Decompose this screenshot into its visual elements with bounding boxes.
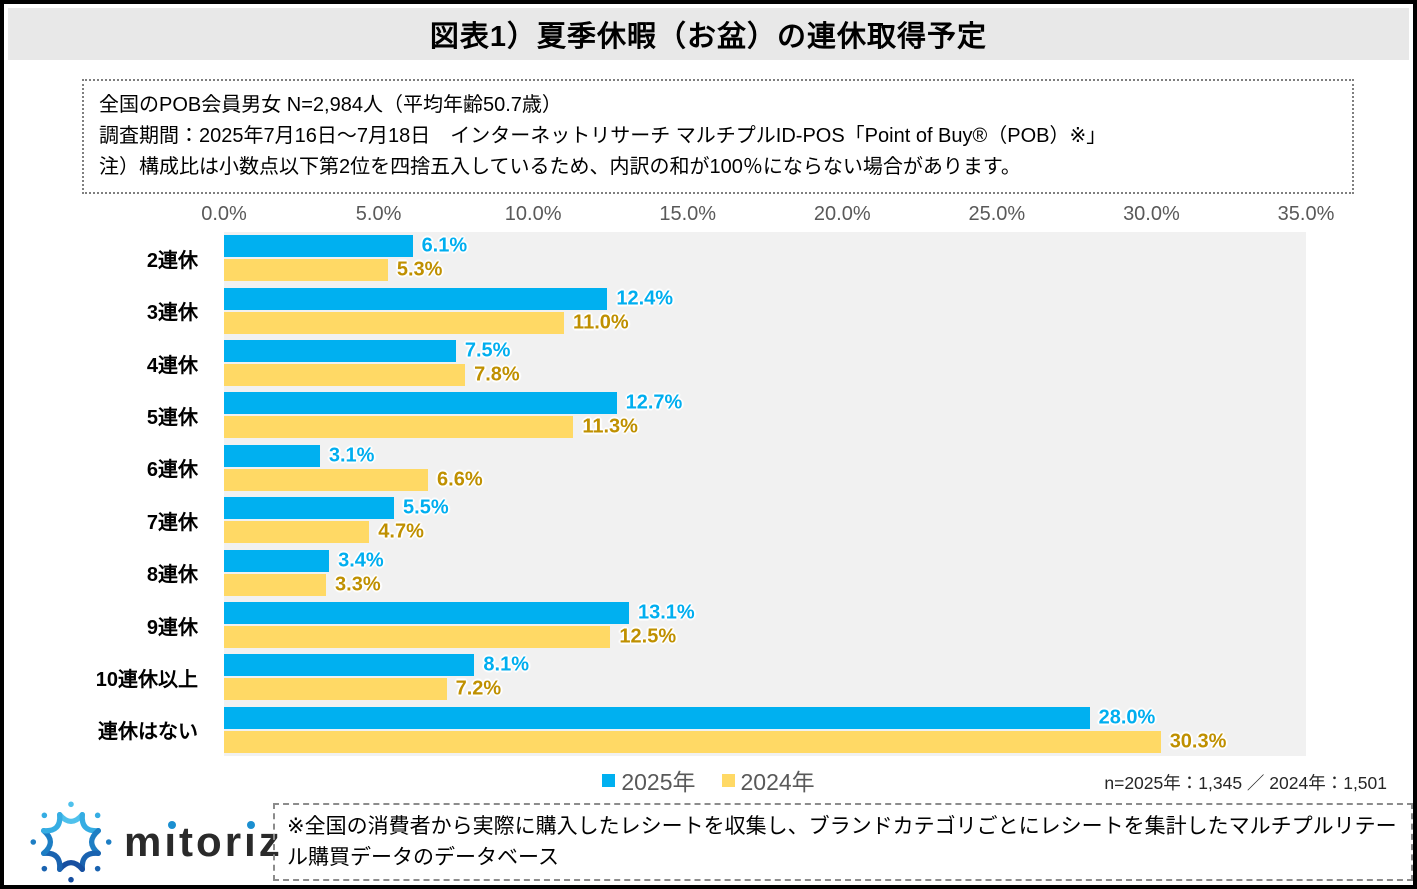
value-label: 11.3%	[582, 415, 638, 438]
bar-2025年: 5.5%	[224, 497, 449, 520]
x-tick-label: 20.0%	[813, 203, 871, 225]
category-label: 7連休	[146, 511, 198, 534]
brand-logo: mı torı z	[30, 801, 283, 883]
bar-2025年: 8.1%	[224, 654, 529, 677]
bar-2024年: 11.0%	[224, 311, 629, 334]
bar-2024年: 4.7%	[224, 521, 424, 544]
x-tick-label: 30.0%	[1123, 203, 1180, 225]
value-label: 7.8%	[474, 363, 520, 386]
x-tick-label: 0.0%	[201, 203, 247, 225]
footer-note-text: ※全国の消費者から実際に購入したレシートを収集し、ブランドカテゴリごとにレシート…	[287, 815, 1397, 869]
x-tick-label: 35.0%	[1277, 203, 1335, 225]
bar-2024年: 6.6%	[224, 468, 483, 491]
legend-item: 2024年	[721, 763, 815, 797]
bar-group: 12.7% 11.3%	[224, 389, 1306, 441]
legend: 2025年 2024年	[4, 764, 1413, 796]
bar-2024年: 12.5%	[224, 625, 676, 648]
bar-group: 28.0% 30.3%	[224, 704, 1306, 756]
logo-i-dot	[247, 821, 256, 829]
x-axis: 0.0% 5.0% 10.0% 15.0% 20.0% 25.0% 30.0% 35.0%	[201, 200, 1334, 226]
value-label: 5.3%	[396, 258, 443, 281]
bar-group: 3.1% 6.6%	[224, 442, 1306, 494]
category-label: 8連休	[146, 564, 198, 587]
bar-group: 7.5% 7.8%	[224, 337, 1306, 389]
value-label: 6.6%	[437, 468, 483, 491]
x-tick-label: 10.0%	[504, 203, 562, 225]
value-label: 12.5%	[619, 625, 677, 648]
x-tick-label: 5.0%	[355, 203, 402, 225]
bar-group: 12.4% 11.0%	[224, 284, 1306, 336]
bar-2025年: 12.7%	[224, 392, 682, 415]
bar-2025年: 28.0%	[224, 706, 1155, 729]
category-label: 6連休	[146, 459, 198, 482]
bar-2025年: 12.4%	[224, 287, 673, 310]
value-label: 11.0%	[573, 311, 629, 334]
legend-swatch-icon	[721, 773, 735, 787]
value-label: 12.7%	[625, 391, 683, 414]
category-label: 9連休	[146, 616, 198, 639]
bar-2024年: 5.3%	[224, 259, 442, 282]
value-label: 6.1%	[421, 234, 468, 257]
legend-label: 2025年	[621, 769, 696, 795]
page-title: 図表1）夏季休暇（お盆）の連休取得予定	[429, 21, 988, 53]
category-label: 2連休	[146, 249, 198, 272]
category-axis: 2連休 3連休 4連休 5連休 6連休 7連休 8連休 9連休 10連休以上 連休はない	[4, 232, 211, 756]
bar-2025年: 6.1%	[224, 235, 467, 258]
x-tick-label: 15.0%	[659, 203, 717, 225]
survey-note-line3: 注）構成比は小数点以下第2位を四捨五入しているため、内訳の和が100％にならない…	[99, 156, 1021, 178]
category-label: 5連休	[146, 406, 198, 429]
survey-note-line2: 調査期間：2025年7月16日～7月18日 インターネットリサーチ マルチプルI…	[99, 125, 1107, 147]
legend-swatch-icon	[602, 773, 616, 787]
bar-2025年: 7.5%	[224, 339, 510, 362]
logo-wordmark: mı torı z	[124, 818, 283, 865]
value-label: 28.0%	[1098, 706, 1156, 729]
bar-group: 8.1% 7.2%	[224, 651, 1306, 703]
value-label: 7.2%	[455, 677, 502, 700]
value-label: 13.1%	[637, 601, 695, 624]
bar-2024年: 3.3%	[224, 573, 381, 596]
plot-area: 6.1% 5.3% 12.4% 11.0% 7.5% 7.8% 12.7% 11.3% 3.1%…	[224, 232, 1306, 756]
survey-note-line1: 全国のPOB会員男女 N=2,984人（平均年齢50.7歳）	[99, 94, 562, 116]
bar-2024年: 7.2%	[224, 678, 501, 701]
bar-2025年: 3.4%	[224, 549, 384, 572]
sample-size-note: n=2025年：1,345 ／ 2024年：1,501	[1104, 773, 1387, 793]
legend-label: 2024年	[740, 769, 815, 795]
value-label: 7.5%	[464, 339, 511, 362]
bar-group: 3.4% 3.3%	[224, 546, 1306, 598]
category-label: 10連休以上	[95, 668, 198, 691]
value-label: 3.3%	[335, 573, 381, 596]
value-label: 3.4%	[338, 549, 384, 572]
value-label: 3.1%	[328, 444, 375, 467]
value-label: 8.1%	[483, 653, 529, 676]
category-label: 連休はない	[98, 721, 198, 744]
survey-note-box: 全国のPOB会員男女 N=2,984人（平均年齢50.7歳） 調査期間：2025…	[82, 79, 1354, 194]
category-label: 4連休	[146, 354, 198, 377]
legend-item: 2025年	[602, 763, 696, 797]
bar-2024年: 11.3%	[224, 416, 638, 439]
x-tick-label: 25.0%	[968, 203, 1026, 225]
bar-2024年: 7.8%	[224, 363, 520, 386]
bar-2025年: 13.1%	[224, 601, 695, 624]
bar-2024年: 30.3%	[224, 730, 1226, 753]
bar-2025年: 3.1%	[224, 444, 374, 467]
value-label: 12.4%	[616, 287, 674, 310]
value-label: 5.5%	[403, 496, 449, 519]
value-label: 30.3%	[1169, 730, 1227, 753]
mitoriz-logo-icon	[30, 801, 112, 883]
footer-note-box: ※全国の消費者から実際に購入したレシートを収集し、ブランドカテゴリごとにレシート…	[273, 803, 1413, 881]
category-label: 3連休	[146, 302, 198, 325]
bar-group: 13.1% 12.5%	[224, 599, 1306, 651]
logo-i-dot	[167, 821, 176, 829]
bar-group: 5.5% 4.7%	[224, 494, 1306, 546]
title-bar: 図表1）夏季休暇（お盆）の連休取得予定	[8, 8, 1409, 60]
bar-group: 6.1% 5.3%	[224, 232, 1306, 284]
value-label: 4.7%	[378, 520, 424, 543]
